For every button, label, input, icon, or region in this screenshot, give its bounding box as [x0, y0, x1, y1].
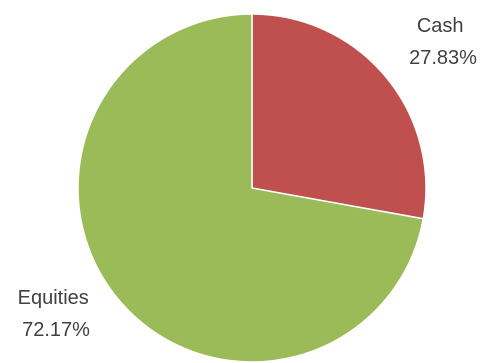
- pie-slice-cash: [251, 13, 427, 220]
- equities-slice-label: Equities 72.17%: [18, 287, 95, 341]
- cash-slice-label: Cash 27.83%: [409, 15, 477, 69]
- cash-label-name: Cash: [417, 15, 464, 37]
- equities-label-name: Equities: [18, 287, 89, 309]
- cash-label-value: 27.83%: [409, 47, 477, 69]
- equities-label-value: 72.17%: [22, 319, 90, 341]
- pie-slices: [77, 13, 427, 363]
- pie-slice-equities: [77, 13, 425, 363]
- pie-labels: Cash 27.83% Equities 72.17%: [18, 15, 477, 341]
